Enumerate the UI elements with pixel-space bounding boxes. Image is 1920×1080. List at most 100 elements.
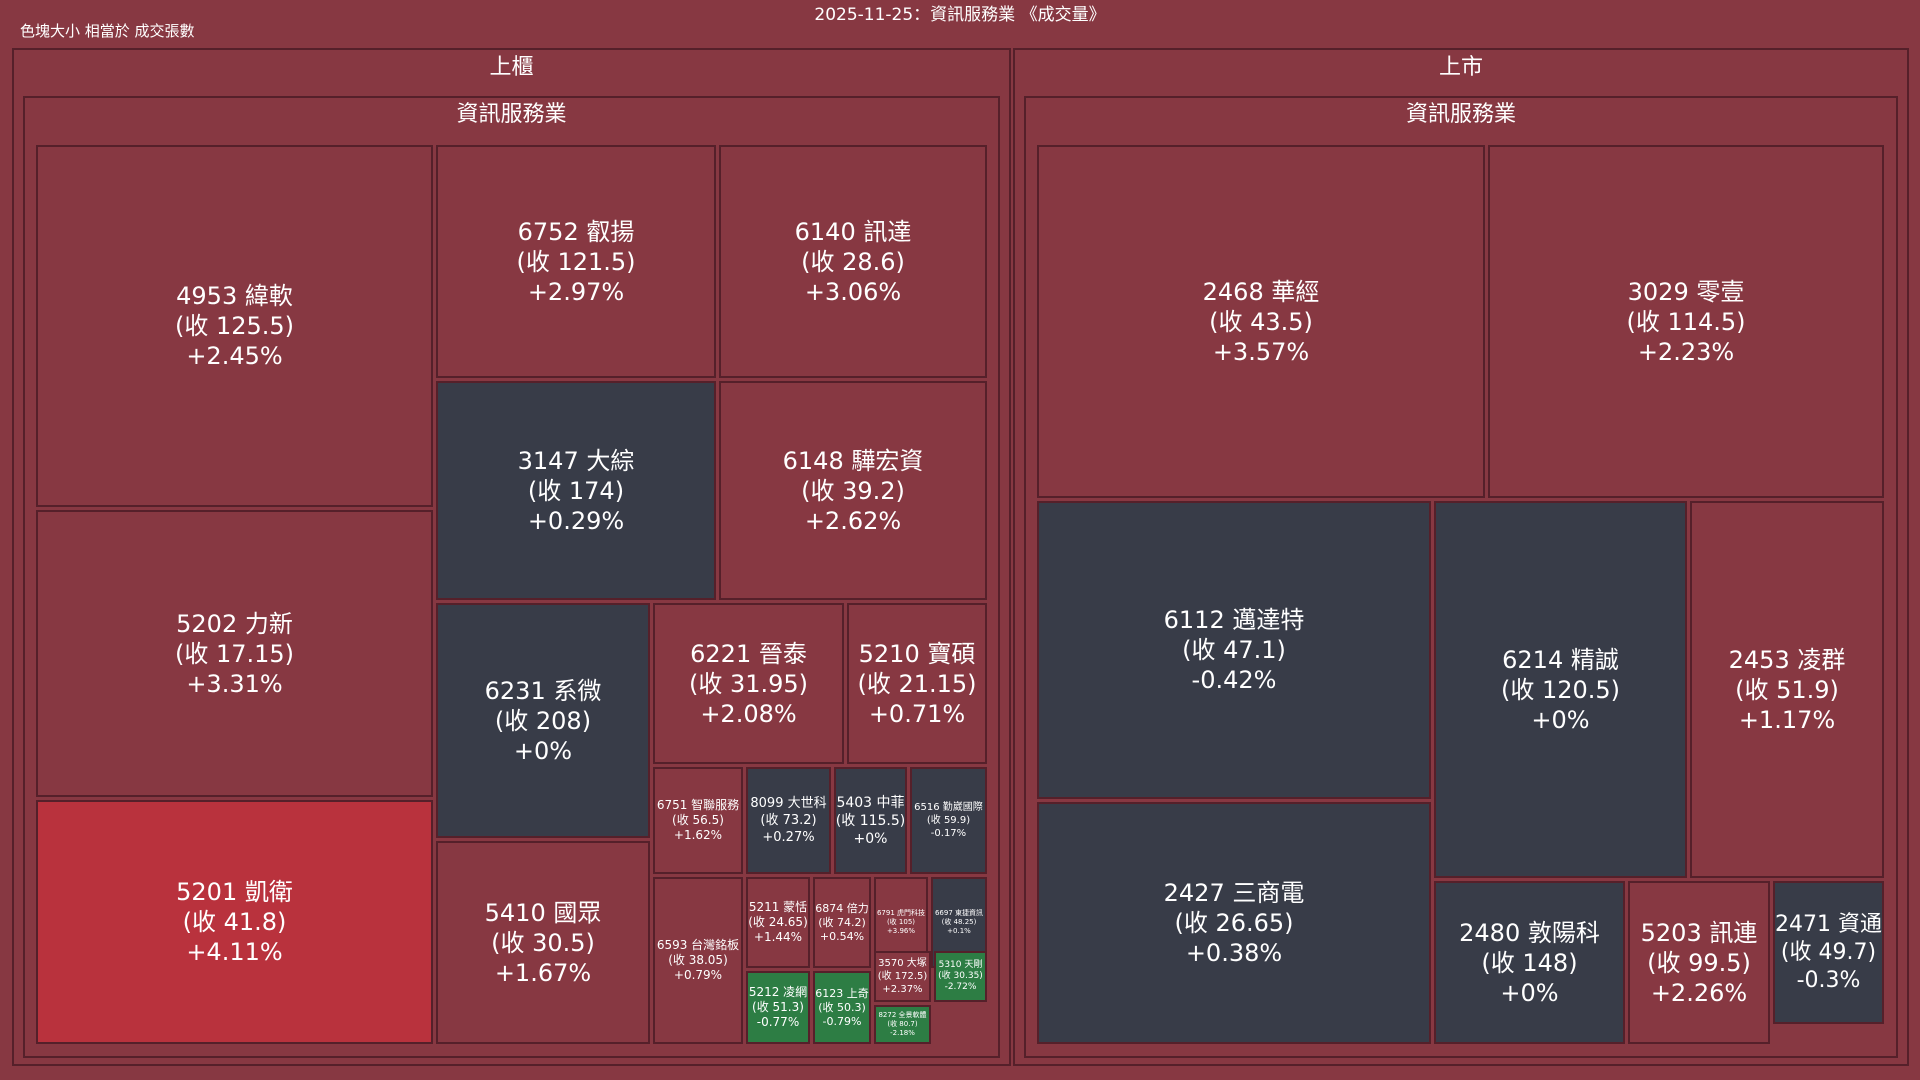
tile-label: 5201 凱衛 (收 41.8) +4.11% — [176, 877, 293, 967]
tile-stock-name: 5211 蒙恬 — [748, 900, 808, 914]
tile-close-price: (收 28.6) — [801, 247, 905, 276]
treemap-tile-8099[interactable]: 8099 大世科 (收 73.2) +0.27% — [746, 767, 831, 874]
treemap-tile-5410[interactable]: 5410 國眾 (收 30.5) +1.67% — [436, 841, 650, 1044]
treemap-tile-6752[interactable]: 6752 叡揚 (收 121.5) +2.97% — [436, 145, 716, 378]
tile-label: 2471 資通 (收 49.7) -0.3% — [1775, 911, 1882, 995]
chart-title: 2025-11-25：資訊服務業 《成交量》 — [814, 5, 1106, 25]
treemap-tile-6221[interactable]: 6221 晉泰 (收 31.95) +2.08% — [653, 603, 844, 764]
treemap-tile-5212[interactable]: 5212 凌網 (收 51.3) -0.77% — [746, 971, 810, 1044]
tile-stock-name: 4953 緯軟 — [176, 282, 293, 310]
treemap-tile-6874[interactable]: 6874 倍力 (收 74.2) +0.54% — [813, 877, 871, 968]
tile-label: 8099 大世科 (收 73.2) +0.27% — [750, 795, 826, 846]
tile-close-price: (收 59.9) — [926, 815, 971, 826]
tile-change-pct: -2.72% — [944, 982, 977, 992]
tile-stock-name: 5212 凌網 — [748, 985, 808, 999]
treemap-tile-5403[interactable]: 5403 中菲 (收 115.5) +0% — [834, 767, 907, 874]
tile-stock-name: 5403 中菲 — [836, 794, 905, 811]
tile-stock-name: 8099 大世科 — [750, 796, 827, 811]
tile-stock-name: 8272 全景軟體 — [878, 1011, 927, 1019]
tile-change-pct: +2.97% — [527, 277, 625, 306]
tile-close-price: (收 208) — [494, 706, 592, 735]
treemap-tile-6593[interactable]: 6593 台灣銘板 (收 38.05) +0.79% — [653, 877, 743, 1044]
treemap-tile-6148[interactable]: 6148 驊宏資 (收 39.2) +2.62% — [719, 381, 987, 600]
treemap-tile-5202[interactable]: 5202 力新 (收 17.15) +3.31% — [36, 510, 433, 797]
treemap-tile-2471[interactable]: 2471 資通 (收 49.7) -0.3% — [1773, 881, 1884, 1024]
tile-close-price: (收 80.7) — [887, 1020, 918, 1028]
tile-label: 6140 訊達 (收 28.6) +3.06% — [795, 217, 912, 307]
tile-label: 6112 邁達特 (收 47.1) -0.42% — [1164, 605, 1305, 695]
tile-stock-name: 6112 邁達特 — [1163, 606, 1305, 634]
tile-close-price: (收 51.3) — [752, 1000, 804, 1014]
treemap-tile-3570[interactable]: 3570 大塚 (收 172.5) +2.37% — [874, 951, 931, 1002]
industry-group-otc: 資訊服務業 — [23, 96, 1000, 1058]
treemap-tile-4953[interactable]: 4953 緯軟 (收 125.5) +2.45% — [36, 145, 433, 507]
tile-label: 5202 力新 (收 17.15) +3.31% — [175, 609, 294, 699]
treemap-tile-5310[interactable]: 5310 天剛 (收 30.35) -2.72% — [934, 951, 987, 1002]
tile-stock-name: 5202 力新 — [176, 609, 293, 638]
treemap-tile-5201[interactable]: 5201 凱衛 (收 41.8) +4.11% — [36, 800, 433, 1044]
tile-change-pct: +1.17% — [1738, 705, 1836, 734]
tile-change-pct: +0% — [853, 830, 888, 847]
tile-stock-name: 3147 大綜 — [517, 446, 635, 475]
industry-label: 資訊服務業 — [456, 102, 567, 127]
tile-stock-name: 5410 國眾 — [484, 898, 602, 927]
treemap-tile-5203[interactable]: 5203 訊連 (收 99.5) +2.26% — [1628, 881, 1770, 1044]
tile-label: 4953 緯軟 (收 125.5) +2.45% — [175, 281, 294, 371]
tile-stock-name: 3570 大塚 — [878, 958, 927, 969]
treemap-tile-2427[interactable]: 2427 三商電 (收 26.65) +0.38% — [1037, 802, 1431, 1044]
tile-label: 5210 寶碩 (收 21.15) +0.71% — [857, 639, 976, 729]
tile-close-price: (收 172.5) — [877, 971, 928, 982]
tile-label: 6214 精誠 (收 120.5) +0% — [1501, 645, 1620, 735]
treemap-tile-6751[interactable]: 6751 智聯服務 (收 56.5) +1.62% — [653, 767, 743, 874]
tile-close-price: (收 30.35) — [938, 971, 983, 981]
tile-close-price: (收 43.5) — [1209, 307, 1313, 336]
tile-stock-name: 2480 敦陽科 — [1459, 918, 1600, 947]
tile-label: 6221 晉泰 (收 31.95) +2.08% — [689, 639, 808, 729]
tile-close-price: (收 51.9) — [1735, 675, 1839, 704]
tile-change-pct: -0.3% — [1796, 967, 1861, 993]
treemap-tile-6214[interactable]: 6214 精誠 (收 120.5) +0% — [1434, 501, 1687, 878]
tile-close-price: (收 56.5) — [672, 813, 724, 827]
tile-close-price: (收 39.2) — [801, 476, 905, 505]
tile-change-pct: +3.57% — [1212, 337, 1310, 366]
treemap-tile-6516[interactable]: 6516 勤崴國際 (收 59.9) -0.17% — [910, 767, 987, 874]
tile-stock-name: 3029 零壹 — [1627, 277, 1745, 306]
tile-change-pct: +2.08% — [700, 699, 797, 728]
tile-label: 8272 全景軟體 (收 80.7) -2.18% — [878, 1011, 926, 1038]
treemap-tile-2468[interactable]: 2468 華經 (收 43.5) +3.57% — [1037, 145, 1485, 498]
treemap-tile-6112[interactable]: 6112 邁達特 (收 47.1) -0.42% — [1037, 501, 1431, 799]
tile-close-price: (收 49.7) — [1780, 939, 1877, 965]
treemap-tile-6231[interactable]: 6231 系微 (收 208) +0% — [436, 603, 650, 838]
tile-change-pct: +2.37% — [882, 984, 923, 995]
tile-close-price: (收 174) — [527, 476, 625, 505]
treemap-tile-5210[interactable]: 5210 寶碩 (收 21.15) +0.71% — [847, 603, 987, 764]
tile-change-pct: +3.31% — [186, 669, 283, 698]
tile-change-pct: +0.29% — [527, 506, 625, 535]
tile-change-pct: -0.77% — [756, 1015, 800, 1029]
tile-close-price: (收 30.5) — [491, 928, 595, 957]
tile-stock-name: 6231 系微 — [484, 676, 602, 705]
tile-change-pct: +2.45% — [186, 342, 283, 370]
tile-close-price: (收 24.65) — [748, 915, 808, 929]
treemap-tile-3147[interactable]: 3147 大綜 (收 174) +0.29% — [436, 381, 716, 600]
tile-label: 6874 倍力 (收 74.2) +0.54% — [815, 902, 869, 944]
treemap-tile-5211[interactable]: 5211 蒙恬 (收 24.65) +1.44% — [746, 877, 810, 968]
tile-stock-name: 6214 精誠 — [1502, 645, 1619, 674]
tile-change-pct: +0.79% — [673, 968, 723, 982]
tile-label: 5203 訊連 (收 99.5) +2.26% — [1641, 918, 1758, 1008]
tile-stock-name: 6751 智聯服務 — [656, 798, 740, 812]
treemap-tile-2480[interactable]: 2480 敦陽科 (收 148) +0% — [1434, 881, 1625, 1044]
tile-stock-name: 5310 天剛 — [938, 960, 983, 970]
treemap-tile-8272[interactable]: 8272 全景軟體 (收 80.7) -2.18% — [874, 1005, 931, 1044]
treemap-tile-6140[interactable]: 6140 訊達 (收 28.6) +3.06% — [719, 145, 987, 378]
tile-change-pct: +0% — [1500, 978, 1559, 1007]
tile-stock-name: 2453 凌群 — [1728, 645, 1846, 674]
tile-stock-name: 6697 東捷資訊 — [934, 909, 984, 917]
tile-change-pct: +0.1% — [947, 927, 971, 935]
treemap-tile-3029[interactable]: 3029 零壹 (收 114.5) +2.23% — [1488, 145, 1884, 498]
treemap-tile-2453[interactable]: 2453 凌群 (收 51.9) +1.17% — [1690, 501, 1884, 878]
market-label: 上市 — [1438, 55, 1483, 80]
tile-stock-name: 2468 華經 — [1202, 277, 1320, 306]
treemap-tile-6123[interactable]: 6123 上奇 (收 50.3) -0.79% — [813, 971, 871, 1044]
tile-label: 5212 凌網 (收 51.3) -0.77% — [749, 985, 807, 1030]
